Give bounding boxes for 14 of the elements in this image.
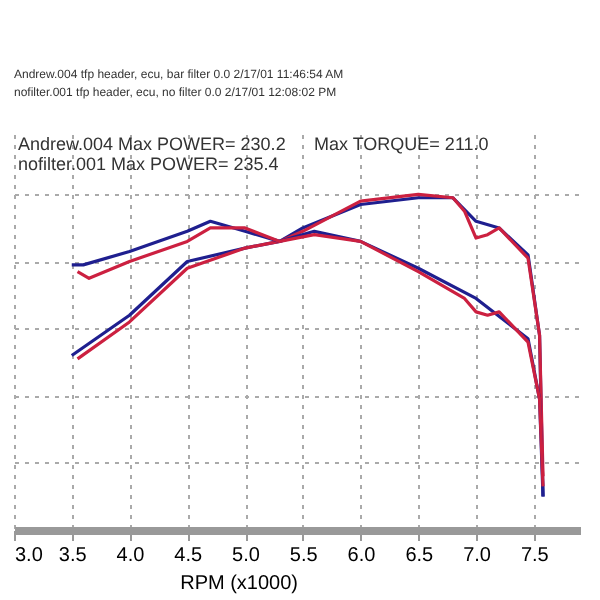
x-tick-label: 7.0 — [463, 545, 492, 567]
x-tick-label: 5.0 — [232, 545, 261, 567]
x-tick-label: 6.0 — [347, 545, 377, 567]
text: Andrew.004 Max POWER= 230.2 — [18, 134, 286, 154]
x-tick-label: 3.0 — [15, 545, 44, 567]
x-tick-label: 6.5 — [405, 545, 435, 567]
text: Max TORQUE= 211.0 — [314, 134, 489, 154]
x-axis-title: RPM (x1000) — [180, 573, 298, 595]
x-tick-label: 7.5 — [520, 545, 550, 567]
x-tick-label: 5.5 — [289, 545, 319, 567]
x-tick-label: 3.5 — [58, 545, 88, 567]
x-tick-label: 4.0 — [116, 545, 146, 567]
text: nofilter.001 Max POWER= 235.4 — [18, 154, 279, 174]
x-tick-label: 4.5 — [174, 545, 204, 567]
